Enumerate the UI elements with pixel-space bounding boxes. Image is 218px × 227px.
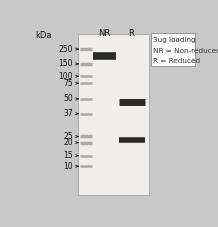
Bar bbox=[78, 34, 149, 195]
Text: R = Reduced: R = Reduced bbox=[153, 58, 201, 64]
Text: R: R bbox=[128, 29, 134, 38]
Text: 10: 10 bbox=[63, 162, 73, 171]
Text: 100: 100 bbox=[58, 72, 73, 81]
Text: 250: 250 bbox=[58, 44, 73, 54]
Text: 3ug loading: 3ug loading bbox=[153, 37, 196, 43]
Text: 37: 37 bbox=[63, 109, 73, 118]
Bar bbox=[152, 33, 194, 66]
Text: 20: 20 bbox=[63, 138, 73, 147]
Text: kDa: kDa bbox=[36, 31, 52, 39]
Text: 150: 150 bbox=[58, 59, 73, 69]
Text: NR = Non-reduced: NR = Non-reduced bbox=[153, 48, 218, 54]
Text: 75: 75 bbox=[63, 79, 73, 88]
Text: 50: 50 bbox=[63, 94, 73, 104]
Text: 25: 25 bbox=[63, 132, 73, 141]
Text: 15: 15 bbox=[63, 151, 73, 160]
Text: NR: NR bbox=[98, 29, 110, 38]
